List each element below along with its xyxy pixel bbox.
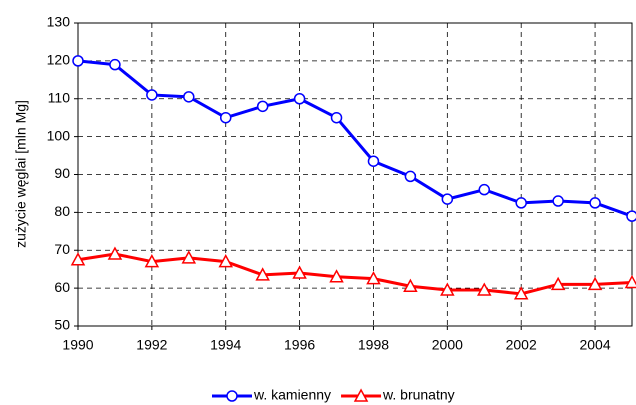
x-tick-label: 2000 <box>432 337 463 353</box>
data-point <box>183 91 195 103</box>
y-axis-label: zużycie węglai [mln Mg] <box>13 100 29 248</box>
y-tick-label: 80 <box>54 203 70 219</box>
y-tick-label: 70 <box>54 241 70 257</box>
data-point <box>293 93 306 105</box>
x-tick-label: 2004 <box>579 337 610 353</box>
data-point <box>477 282 492 296</box>
legend-marker <box>226 390 238 402</box>
plot-frame <box>77 22 633 327</box>
data-point <box>329 269 344 283</box>
y-tick-label: 50 <box>54 317 70 333</box>
x-tick-label: 1992 <box>136 337 167 353</box>
data-point <box>440 282 455 296</box>
data-point <box>256 100 269 113</box>
x-tick-label: 1996 <box>284 337 315 353</box>
data-point <box>513 286 529 300</box>
y-tick-label: 110 <box>48 89 71 105</box>
data-point <box>441 193 454 205</box>
y-tick-label: 100 <box>47 127 71 143</box>
data-point <box>107 246 123 260</box>
data-point <box>403 278 418 292</box>
legend-marker <box>353 388 369 402</box>
y-tick-label: 60 <box>54 279 70 295</box>
data-point <box>515 197 527 209</box>
data-point <box>404 170 417 183</box>
data-point <box>255 267 270 281</box>
data-point <box>626 210 636 222</box>
legend-label: w. brunatny <box>382 387 455 403</box>
data-point <box>366 271 381 285</box>
data-point <box>552 195 564 207</box>
data-point <box>146 89 158 101</box>
data-point <box>587 276 603 291</box>
data-point <box>330 111 343 124</box>
legend-label: w. kamienny <box>253 387 331 403</box>
y-tick-label: 120 <box>47 52 71 68</box>
data-point <box>478 183 491 196</box>
series-line <box>77 252 633 296</box>
x-tick-label: 1994 <box>210 337 241 353</box>
series-line <box>77 59 633 218</box>
data-point <box>550 276 566 291</box>
y-tick-label: 130 <box>47 14 71 30</box>
y-tick-label: 90 <box>54 165 70 181</box>
data-point <box>219 111 232 124</box>
data-point <box>181 250 197 264</box>
data-point <box>72 55 84 67</box>
data-point <box>292 265 307 279</box>
x-tick-label: 1990 <box>62 337 93 353</box>
data-point <box>367 155 380 167</box>
x-tick-label: 1998 <box>358 337 389 353</box>
data-point <box>70 252 86 266</box>
data-point <box>589 197 601 209</box>
data-point <box>624 274 636 289</box>
x-tick-label: 2002 <box>506 337 537 353</box>
data-point <box>218 254 233 268</box>
data-point <box>109 58 121 71</box>
data-point <box>144 254 160 268</box>
